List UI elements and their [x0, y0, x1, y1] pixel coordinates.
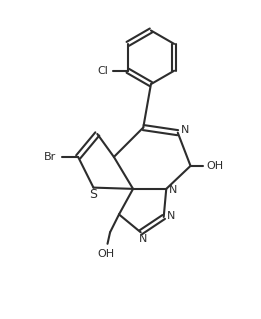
Text: Br: Br — [44, 152, 56, 162]
Text: OH: OH — [98, 249, 115, 259]
Text: N: N — [169, 185, 177, 195]
Text: N: N — [181, 125, 189, 135]
Text: Cl: Cl — [97, 66, 108, 76]
Text: OH: OH — [207, 161, 224, 171]
Text: N: N — [167, 211, 175, 221]
Text: N: N — [139, 234, 147, 244]
Text: S: S — [90, 188, 97, 201]
